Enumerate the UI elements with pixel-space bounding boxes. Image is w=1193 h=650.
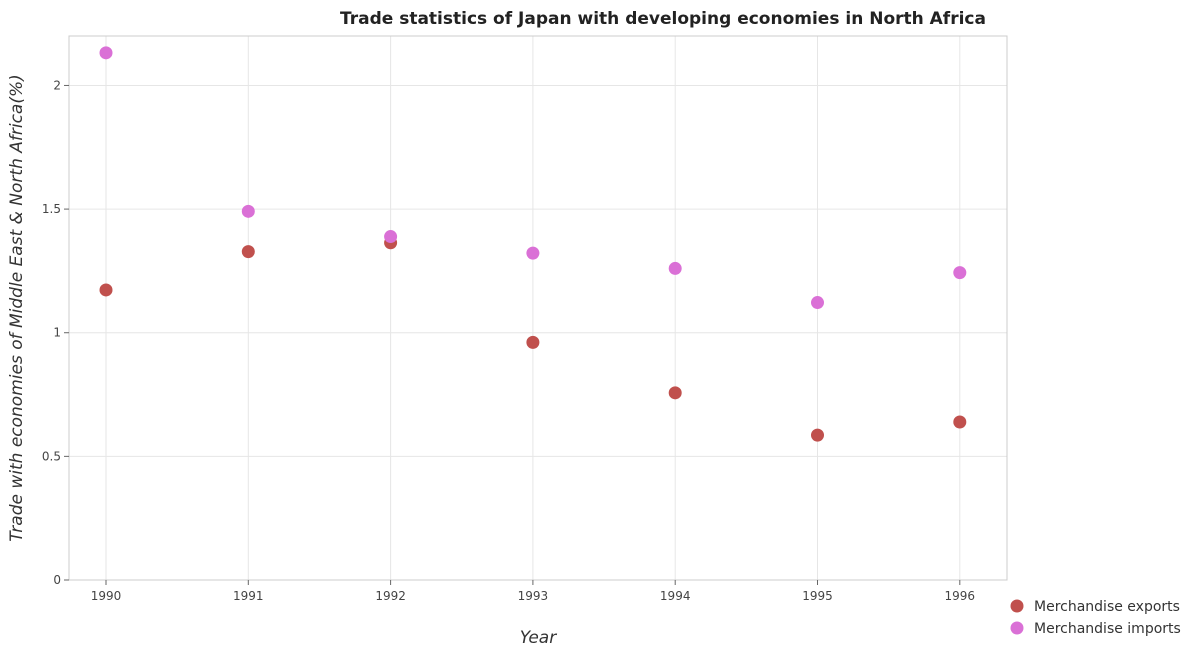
import-point-1991 bbox=[241, 204, 255, 218]
x-tick-label: 1991 bbox=[233, 589, 264, 603]
plot-frame bbox=[68, 35, 1008, 581]
legend-label-exports: Merchandise exports bbox=[1034, 599, 1180, 615]
y-tick-label: 0 bbox=[53, 573, 61, 587]
y-axis-label: Trade with economies of Middle East & No… bbox=[7, 74, 27, 542]
export-point-1991 bbox=[241, 245, 255, 259]
legend-marker-exports bbox=[1010, 599, 1024, 613]
export-point-1993 bbox=[526, 335, 540, 349]
data-points bbox=[99, 46, 967, 442]
export-point-1995 bbox=[811, 428, 824, 442]
x-tick-label: 1992 bbox=[375, 589, 406, 603]
import-point-1996 bbox=[953, 266, 967, 280]
x-axis-ticks: 1990 1991 1992 1993 1994 1995 1996 bbox=[91, 580, 975, 603]
y-tick-label: 1 bbox=[53, 326, 61, 340]
y-tick-label: 0.5 bbox=[42, 449, 61, 463]
chart-title: Trade statistics of Japan with developin… bbox=[340, 9, 986, 29]
x-axis-label: Year bbox=[520, 628, 557, 648]
x-tick-label: 1996 bbox=[945, 589, 976, 603]
y-tick-label: 2 bbox=[53, 78, 61, 92]
export-point-1994 bbox=[668, 386, 682, 400]
legend-marker-imports bbox=[1010, 621, 1024, 635]
import-point-1990 bbox=[99, 46, 113, 60]
legend: Merchandise exports Merchandise imports bbox=[1010, 599, 1181, 637]
import-point-1993 bbox=[526, 246, 540, 260]
y-tick-label: 1.5 bbox=[42, 202, 61, 216]
export-point-1996 bbox=[953, 415, 967, 429]
grid bbox=[69, 36, 1007, 581]
legend-label-imports: Merchandise imports bbox=[1034, 621, 1181, 637]
x-tick-label: 1990 bbox=[91, 589, 122, 603]
x-tick-label: 1994 bbox=[660, 589, 691, 603]
import-point-1992 bbox=[384, 230, 398, 244]
import-point-1994 bbox=[668, 261, 682, 275]
import-point-1995 bbox=[811, 296, 824, 310]
x-tick-label: 1993 bbox=[518, 589, 549, 603]
x-tick-label: 1995 bbox=[802, 589, 833, 603]
export-point-1990 bbox=[99, 283, 113, 297]
y-axis-ticks: 0 0.5 1 1.5 2 bbox=[42, 78, 69, 587]
